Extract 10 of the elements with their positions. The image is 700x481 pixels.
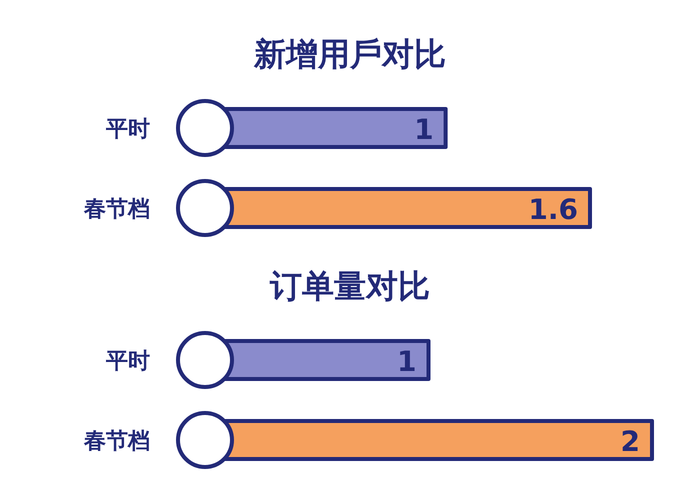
y-tick-label: 春节档 [83, 197, 150, 222]
y-tick-label: 平时 [105, 349, 150, 374]
chart-title: 订单量对比 [269, 267, 430, 305]
data-label: 1.6 [528, 193, 578, 226]
data-label: 2 [620, 425, 640, 458]
data-label: 1 [397, 345, 416, 378]
y-tick-label: 平时 [105, 117, 150, 142]
chart-title: 新增用戶对比 [253, 35, 446, 73]
data-label: 1 [414, 113, 434, 146]
y-tick-label: 春节档 [83, 429, 150, 454]
